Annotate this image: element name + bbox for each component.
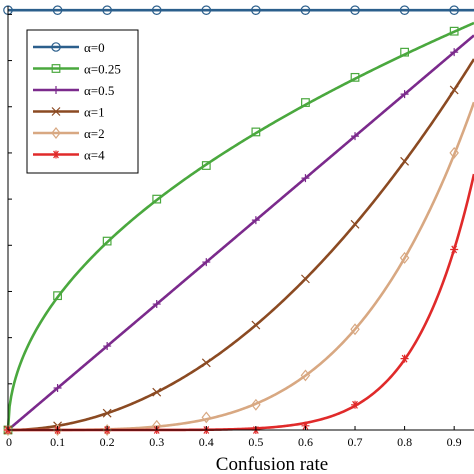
legend-label: α=0.5 [84, 83, 114, 98]
data-point-s2-1 [53, 384, 62, 393]
data-point-s4-0 [3, 424, 13, 436]
data-point-s1-8 [400, 47, 409, 57]
data-point-s1-1 [53, 291, 62, 301]
legend-label: α=1 [84, 105, 105, 120]
x-ticks: 0 0.1 0.2 0.3 0.4 0.5 0.6 0.7 0.8 0.9 [6, 426, 462, 449]
data-point-s5-9 [450, 245, 459, 254]
data-point-s4-9 [449, 146, 459, 159]
legend-marker [51, 127, 61, 139]
data-point-s2-7 [351, 132, 360, 141]
data-point-s0-4 [201, 5, 212, 15]
data-point-s1-6 [301, 98, 310, 107]
legend-label: α=4 [84, 148, 105, 163]
legend-item: α=2 [33, 126, 105, 141]
data-point-s1-4 [201, 161, 211, 170]
data-point-s3-3 [152, 387, 162, 397]
data-point-s3-4 [201, 358, 211, 368]
data-point-s0-8 [399, 5, 410, 15]
data-point-s3-9 [449, 85, 459, 95]
data-point-s2-6 [301, 174, 310, 183]
data-point-s0-5 [251, 5, 261, 15]
data-point-s3-2 [102, 408, 112, 418]
legend-item: α=1 [33, 105, 105, 120]
data-point-s0-2 [102, 5, 112, 15]
legend-marker [52, 150, 60, 159]
data-point-s3-5 [251, 320, 261, 330]
series-line-3 [8, 58, 474, 432]
data-point-s2-5 [251, 216, 260, 225]
series-line-2 [7, 34, 474, 431]
data-point-s5-6 [301, 421, 310, 430]
x-tick-label: 0.3 [149, 435, 164, 449]
series-line-1 [6, 21, 474, 431]
data-point-s1-7 [350, 72, 360, 82]
legend-item: α=0.5 [33, 83, 114, 98]
legend-marker [52, 86, 60, 94]
legend-item: α=0.25 [33, 62, 121, 77]
plot-lines [6, 8, 474, 432]
data-point-s4-8 [399, 251, 410, 264]
axes [7, 6, 474, 431]
legend: α=0 α=0.25 α=0.5 α=1 α=2 α=4 [26, 29, 139, 174]
data-point-s0-6 [300, 5, 311, 15]
data-point-s4-5 [251, 398, 261, 411]
data-point-s5-8 [400, 354, 409, 363]
data-point-s0-9 [449, 5, 459, 15]
legend-marker [51, 64, 61, 73]
data-point-s0-7 [350, 5, 360, 15]
x-axis-label: Confusion rate [216, 454, 328, 474]
x-tick-label: 0.6 [298, 435, 313, 449]
data-point-s4-1 [52, 424, 63, 436]
data-point-s2-2 [103, 342, 112, 351]
legend-marker [51, 107, 61, 116]
data-point-s2-4 [202, 258, 211, 267]
data-point-s3-7 [350, 219, 360, 229]
data-point-s4-2 [102, 424, 112, 436]
x-tick-label: 0.4 [199, 435, 214, 449]
x-tick-label: 0.7 [348, 435, 363, 449]
legend-item: α=0 [33, 40, 105, 55]
data-point-s2-9 [450, 48, 459, 57]
data-point-s3-8 [400, 156, 410, 166]
legend-label: α=0 [84, 40, 105, 55]
data-point-s2-3 [152, 300, 161, 309]
legend-label: α=2 [84, 126, 105, 141]
data-point-s1-2 [102, 236, 112, 246]
data-point-s2-8 [400, 90, 409, 99]
x-tick-label: 0 [6, 435, 12, 449]
data-point-s4-7 [350, 323, 360, 336]
data-point-s0-1 [52, 5, 63, 15]
data-point-s3-6 [301, 274, 310, 284]
data-point-s5-7 [351, 400, 360, 409]
data-point-s1-5 [251, 127, 261, 137]
data-point-s4-6 [300, 369, 311, 382]
data-point-s1-9 [449, 26, 459, 36]
data-point-s1-3 [152, 194, 162, 204]
data-point-s0-3 [151, 5, 162, 15]
legend-item: α=4 [33, 148, 105, 163]
x-tick-label: 0.2 [100, 435, 115, 449]
legend-label: α=0.25 [84, 62, 121, 77]
x-tick-label: 0.1 [50, 435, 65, 449]
x-tick-label: 0.5 [248, 435, 263, 449]
legend-box [26, 29, 139, 174]
x-tick-label: 0.8 [397, 435, 412, 449]
x-tick-label: 0.9 [447, 435, 462, 449]
legend-marker [51, 42, 61, 52]
data-point-s4-4 [201, 411, 212, 424]
